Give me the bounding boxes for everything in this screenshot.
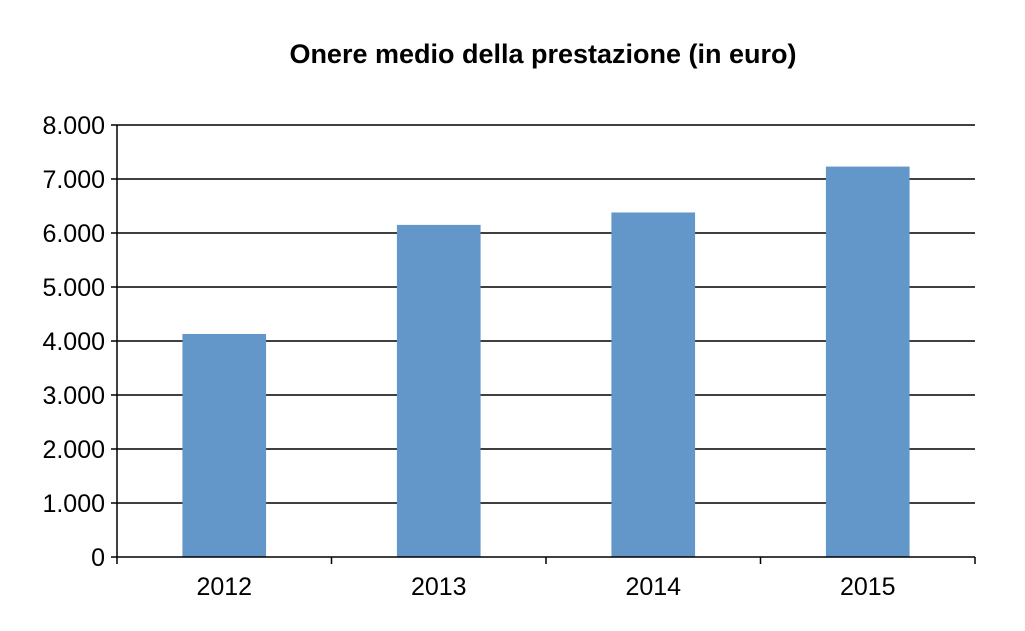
y-tick-label: 4.000	[42, 328, 105, 356]
x-tick-label: 2014	[625, 573, 681, 601]
y-tick-label: 1.000	[42, 490, 105, 518]
bars	[182, 166, 910, 558]
y-tick-label: 5.000	[42, 274, 105, 302]
y-tick-label: 6.000	[42, 220, 105, 248]
bar-2014	[611, 212, 696, 558]
x-tick-label: 2012	[196, 573, 252, 601]
bar-2013	[396, 224, 481, 557]
y-tick-label: 8.000	[42, 112, 105, 140]
y-tick-label: 0	[91, 544, 105, 572]
chart-title: Onere medio della prestazione (in euro)	[289, 39, 796, 69]
y-tick-label: 7.000	[42, 166, 105, 194]
x-tick-label: 2013	[411, 573, 467, 601]
bar-2012	[182, 333, 267, 557]
bar-2015	[825, 166, 910, 557]
x-tick-labels: 2012 2013 2014 2015	[196, 573, 895, 601]
y-tick-label: 2.000	[42, 436, 105, 464]
x-tick-label: 2015	[840, 573, 896, 601]
y-tick-labels: 0 1.000 2.000 3.000 4.000 5.000 6.000 7.000 8.00…	[42, 112, 105, 572]
y-tick-label: 3.000	[42, 382, 105, 410]
axes	[111, 124, 976, 564]
